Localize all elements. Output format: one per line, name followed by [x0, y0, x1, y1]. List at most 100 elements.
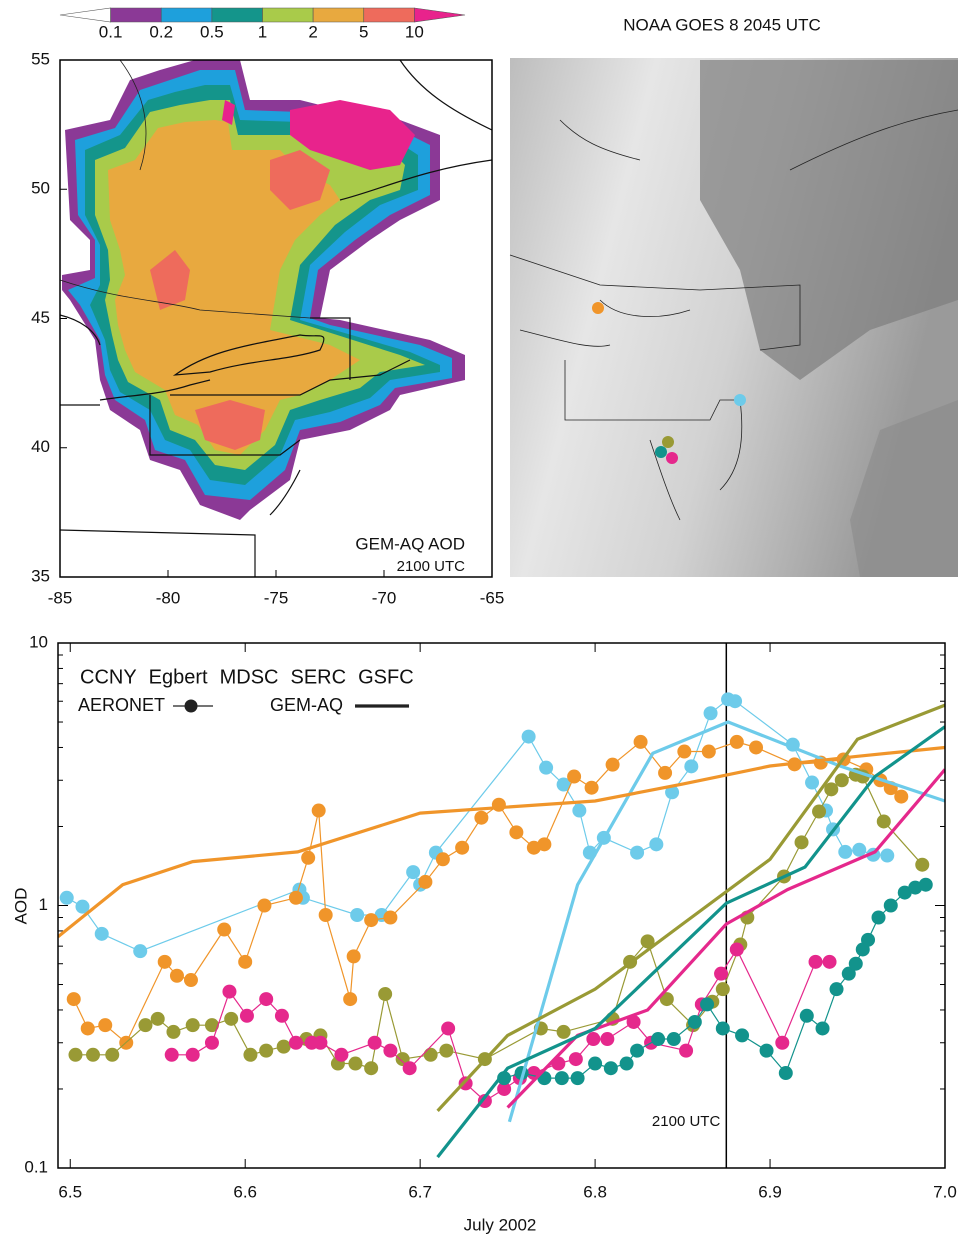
legend-style: GEM-AQ [270, 695, 343, 715]
aeronet-point [170, 969, 184, 983]
aeronet-point [861, 933, 875, 947]
y-tick-label: 35 [31, 566, 50, 585]
x-tick-label: 6.8 [583, 1182, 607, 1201]
aeronet-point [830, 982, 844, 996]
colorbar-segment [364, 8, 415, 22]
aeronet-point [823, 955, 837, 969]
aeronet-point [238, 955, 252, 969]
aeronet-point [730, 942, 744, 956]
aeronet-point [588, 1057, 602, 1071]
aeronet-point [795, 835, 809, 849]
y-axis-label: AOD [11, 888, 30, 925]
aeronet-line [74, 742, 902, 1043]
aeronet-point [606, 758, 620, 772]
aeronet-point [403, 1061, 417, 1075]
aeronet-point [186, 1048, 200, 1062]
aeronet-point [838, 845, 852, 859]
aeronet-point [586, 1032, 600, 1046]
aeronet-point [539, 761, 553, 775]
aeronet-point [165, 1048, 179, 1062]
x-tick-label: 7.0 [933, 1182, 957, 1201]
aeronet-point [151, 1012, 165, 1026]
y-tick-label: 40 [31, 437, 50, 456]
colorbar-tick-label: 1 [258, 22, 267, 41]
aeronet-point [158, 955, 172, 969]
aeronet-point [728, 694, 742, 708]
aeronet-point [800, 1009, 814, 1023]
aeronet-point [716, 982, 730, 996]
figure: GEM-AQ AOD 2100 UTC NOAA GOES 8 2045 UTC… [0, 0, 958, 1240]
aeronet-point [455, 841, 469, 855]
aeronet-point [259, 1044, 273, 1058]
site-marker [666, 452, 678, 464]
aeronet-point [667, 1032, 681, 1046]
aeronet-point [240, 1009, 254, 1023]
aeronet-point [133, 944, 147, 958]
aeronet-point [67, 992, 81, 1006]
aeronet-point [872, 911, 886, 925]
legend-symbol [185, 700, 198, 713]
aeronet-point [68, 1048, 82, 1062]
aeronet-point [166, 1025, 180, 1039]
x-axis-label: July 2002 [464, 1215, 537, 1234]
aeronet-point [894, 790, 908, 804]
x-tick-label: -80 [156, 588, 181, 607]
y-tick-label: 55 [31, 49, 50, 68]
aeronet-point [677, 745, 691, 759]
aeronet-point [688, 1015, 702, 1029]
aeronet-point [312, 804, 326, 818]
colorbar-segment [414, 8, 465, 22]
site-marker [592, 302, 604, 314]
legend-entry: MDSC [220, 666, 279, 688]
legend-entry: SERC [291, 666, 347, 688]
aeronet-point [257, 899, 271, 913]
aeronet-point [714, 967, 728, 981]
aeronet-point [364, 913, 378, 927]
site-marker [662, 436, 674, 448]
x-tick-label: -75 [264, 588, 289, 607]
aeronet-point [138, 1018, 152, 1032]
aeronet-point [334, 1048, 348, 1062]
aeronet-point [658, 766, 672, 780]
aeronet-point [915, 858, 929, 872]
legend-entry: GSFC [358, 666, 414, 688]
aeronet-point [205, 1036, 219, 1050]
colorbar-segment [313, 8, 364, 22]
plot-area [58, 692, 945, 1157]
aeronet-point [567, 770, 581, 784]
aeronet-point [301, 851, 315, 865]
aeronet-point [537, 837, 551, 851]
aeronet-point [522, 730, 536, 744]
x-tick-label: -65 [480, 588, 505, 607]
aeronet-point [555, 1071, 569, 1085]
aeronet-point [572, 804, 586, 818]
aeronet-point [651, 1032, 665, 1046]
x-tick-label: -70 [372, 588, 397, 607]
aeronet-point [95, 927, 109, 941]
aeronet-point [585, 781, 599, 795]
aeronet-point [852, 843, 866, 857]
aeronet-point [184, 973, 198, 987]
colorbar-segment [111, 8, 162, 22]
aeronet-point [604, 1061, 618, 1075]
aeronet-point [243, 1048, 257, 1062]
aeronet-point [81, 1021, 95, 1035]
x-tick-label: 6.7 [408, 1182, 432, 1201]
annotation-text: 2100 UTC [652, 1113, 721, 1130]
aeronet-point [383, 911, 397, 925]
aeronet-point [919, 878, 933, 892]
aeronet-point [509, 825, 523, 839]
site-marker [655, 446, 667, 458]
aeronet-point [702, 745, 716, 759]
aeronet-point [418, 875, 432, 889]
aeronet-point [217, 923, 231, 937]
aeronet-point [319, 908, 333, 922]
aeronet-point [383, 1044, 397, 1058]
aeronet-point [880, 849, 894, 863]
aeronet-point [630, 846, 644, 860]
y-tick-label: 50 [31, 179, 50, 198]
colorbar-segment [212, 8, 263, 22]
map-subtitle: 2100 UTC [397, 558, 466, 575]
aeronet-point [760, 1044, 774, 1058]
aeronet-point [347, 949, 361, 963]
